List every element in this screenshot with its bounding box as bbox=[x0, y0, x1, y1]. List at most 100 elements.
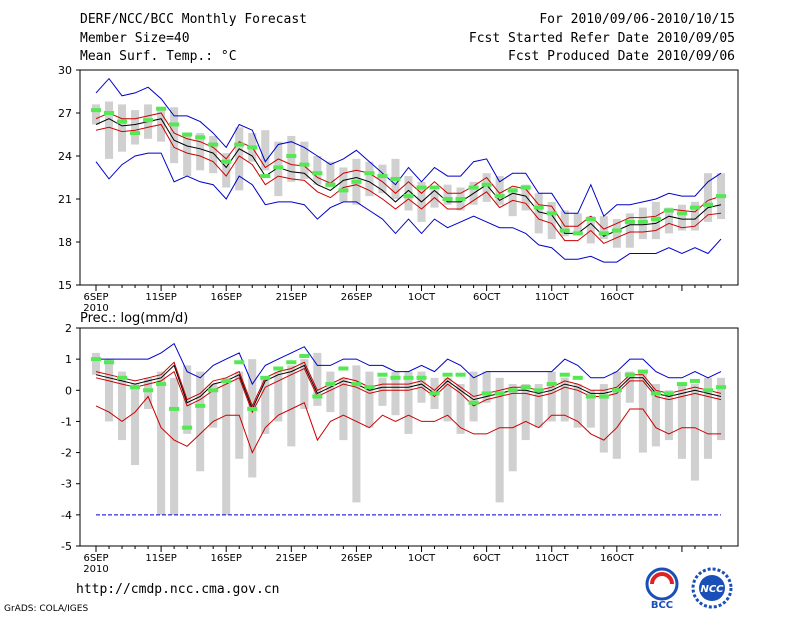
panel2-box bbox=[560, 377, 569, 422]
panel2-median-mark bbox=[416, 375, 427, 380]
panel1-median-mark bbox=[455, 197, 466, 201]
panel1-box bbox=[703, 173, 713, 222]
panel1-box bbox=[104, 101, 114, 159]
panel2-inner-low-line bbox=[95, 367, 722, 414]
panel2-median-mark bbox=[403, 375, 414, 380]
panel2-median-mark bbox=[377, 372, 388, 377]
panel1-median-mark bbox=[247, 145, 258, 150]
panel1-median-mark bbox=[546, 211, 557, 216]
panel1-xtick-label: 11OCT bbox=[535, 292, 570, 303]
panel1-box bbox=[365, 161, 374, 197]
panel2-box bbox=[677, 384, 686, 459]
panel1-median-mark bbox=[156, 106, 167, 111]
panel1-xtick-label: 1OCT bbox=[408, 292, 436, 303]
panel1-box bbox=[599, 216, 608, 240]
panel2-box bbox=[482, 371, 491, 403]
panel1-xtick-label: 26SEP bbox=[341, 292, 372, 303]
panel1-median-mark bbox=[390, 176, 401, 181]
panel1-outer-high-line bbox=[95, 77, 722, 218]
panel2-box bbox=[456, 384, 465, 434]
panel2-box bbox=[209, 384, 218, 428]
panel1-box bbox=[586, 216, 595, 244]
panel2-median-mark bbox=[143, 388, 154, 393]
panel1-ytick-label: 18 bbox=[58, 236, 72, 249]
panel2-box bbox=[170, 377, 179, 515]
panel2-box bbox=[313, 352, 322, 406]
panel1-median-mark bbox=[351, 179, 362, 184]
panel2-box bbox=[521, 384, 530, 441]
panel2-median-mark bbox=[390, 375, 401, 380]
panel2-box bbox=[91, 352, 101, 375]
panel2-median-mark bbox=[494, 391, 505, 396]
panel1-median-mark bbox=[208, 142, 219, 147]
panel2-median-mark bbox=[221, 378, 232, 383]
panel2-box bbox=[651, 384, 660, 447]
panel2-median-mark bbox=[611, 388, 622, 393]
panel2-median-mark bbox=[195, 403, 206, 408]
panel2-median-mark bbox=[650, 391, 661, 396]
panel2-median-mark bbox=[325, 382, 336, 387]
panel2-median-mark bbox=[182, 425, 193, 430]
source-url[interactable]: http://cmdp.ncc.cma.gov.cn bbox=[76, 582, 280, 597]
panel1-box bbox=[625, 213, 634, 248]
panel2-ytick-label: -4 bbox=[61, 509, 72, 522]
panel2-median-mark bbox=[468, 400, 479, 405]
panel2-box bbox=[300, 359, 309, 409]
panel2-box bbox=[404, 371, 413, 434]
panel2-median-mark bbox=[702, 388, 714, 393]
panel1-box bbox=[91, 104, 101, 125]
panel1-xtick-label: 21SEP bbox=[276, 292, 307, 303]
panel1-box bbox=[560, 210, 569, 237]
panel2-box bbox=[716, 377, 726, 441]
panel2-box bbox=[326, 371, 335, 413]
panel2-median-mark bbox=[559, 372, 570, 377]
panel2-box bbox=[443, 377, 452, 422]
panel2-box bbox=[157, 371, 166, 515]
panel1-median-mark bbox=[195, 135, 206, 140]
panel2-median-mark bbox=[169, 406, 180, 411]
panel1-median-mark bbox=[182, 132, 193, 137]
panel1-median-mark bbox=[338, 188, 349, 193]
panel1-median-mark bbox=[637, 219, 648, 224]
panel1-median-mark bbox=[442, 197, 453, 201]
panel1-median-mark bbox=[260, 174, 271, 179]
panel1-median-mark bbox=[130, 131, 141, 136]
panel2-median-mark bbox=[429, 391, 440, 396]
panel2-median-mark bbox=[533, 388, 544, 393]
panel2-median-mark bbox=[598, 394, 609, 399]
panel2-outer-high-line bbox=[96, 342, 722, 386]
ncc-logo-text: NCC bbox=[700, 584, 724, 595]
panel2-box bbox=[391, 371, 400, 416]
grads-credit: GrADS: COLA/IGES bbox=[4, 604, 89, 614]
panel2-xtick-label: 21SEP bbox=[276, 553, 307, 564]
panel1-median-mark bbox=[234, 142, 245, 147]
panel1-median-mark bbox=[689, 205, 700, 210]
panel1-median-mark bbox=[90, 108, 102, 113]
panel1-box bbox=[664, 207, 673, 234]
panel1-outer-low-line bbox=[95, 152, 722, 263]
panel2-median-mark bbox=[455, 372, 466, 377]
panel2-xtick-label: 6SEP bbox=[83, 553, 108, 564]
panel2-median-mark bbox=[103, 360, 115, 365]
panel2-median-mark bbox=[234, 360, 245, 365]
panel1-box bbox=[235, 127, 244, 191]
panel2-box bbox=[547, 371, 556, 422]
panel2-box bbox=[352, 365, 361, 503]
panel1-median-mark bbox=[559, 228, 570, 233]
panel1-box bbox=[690, 201, 699, 231]
panel1-median-mark bbox=[377, 174, 388, 179]
panel1-box bbox=[404, 176, 413, 211]
panel1-median-mark bbox=[507, 188, 518, 193]
panel2-box bbox=[586, 390, 595, 428]
panel2-ytick-label: 2 bbox=[65, 322, 72, 335]
panel1-inner-high-line bbox=[95, 112, 722, 230]
panel1-ytick-label: 30 bbox=[58, 64, 72, 77]
panel2-median-mark bbox=[624, 372, 635, 377]
panel1-box bbox=[157, 110, 166, 142]
panel2-median-mark bbox=[676, 382, 687, 387]
panel1-ytick-label: 21 bbox=[58, 193, 72, 206]
panel1-box bbox=[443, 184, 452, 205]
panel1-box bbox=[287, 135, 296, 182]
panel2-median-mark bbox=[117, 375, 128, 380]
panel2-median-mark bbox=[442, 372, 453, 377]
